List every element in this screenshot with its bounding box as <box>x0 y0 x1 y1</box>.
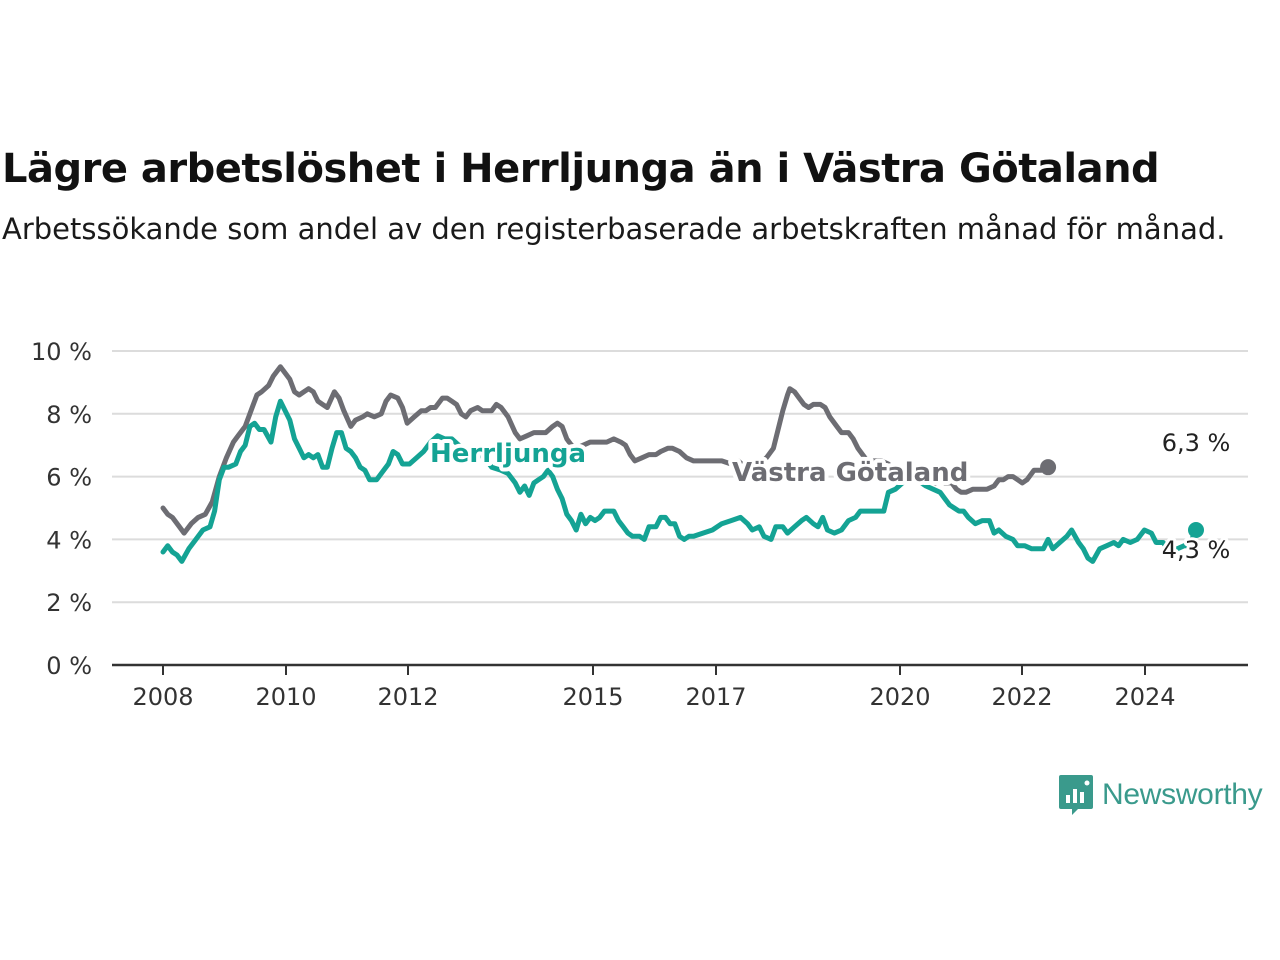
x-tick-label: 2022 <box>991 683 1052 711</box>
chart-subtitle: Arbetssökande som andel av den registerb… <box>2 212 1226 246</box>
chart-title: Lägre arbetslöshet i Herrljunga än i Väs… <box>2 146 1160 192</box>
y-tick-label: 8 % <box>46 401 92 429</box>
x-axis: 2008 2010 2012 2015 2017 2020 2022 2024 <box>112 663 1248 711</box>
series-name-label: Västra Götaland <box>732 458 968 488</box>
series-name-label: Herrljunga <box>430 439 586 469</box>
series-label-halo: Herrljunga <box>430 439 586 469</box>
newsworthy-icon <box>1059 775 1093 815</box>
x-tick-label: 2012 <box>377 683 438 711</box>
y-tick-label: 2 % <box>46 589 92 617</box>
series-lines <box>160 364 1204 564</box>
x-tick-label: 2015 <box>562 683 623 711</box>
brand-name: Newsworthy <box>1102 778 1263 811</box>
series-line <box>160 364 1051 536</box>
end-label-halo: 4,3 % <box>1162 536 1231 564</box>
x-tick-label: 2017 <box>685 683 746 711</box>
line-chart: 0 % 2 % 4 % 6 % 8 % 10 % 2008 2010 2012 2015 2017… <box>31 338 1248 711</box>
x-tick-label: 2024 <box>1114 683 1175 711</box>
y-tick-label: 6 % <box>46 464 92 492</box>
y-tick-label: 10 % <box>31 338 92 366</box>
y-tick-label: 0 % <box>46 652 92 680</box>
end-value-label: 6,3 % <box>1162 429 1231 457</box>
series-end-point <box>1188 521 1204 538</box>
y-tick-label: 4 % <box>46 526 92 554</box>
series-line <box>160 398 1199 564</box>
y-axis-ticks: 0 % 2 % 4 % 6 % 8 % 10 % <box>31 338 92 680</box>
end-value-label: 4,3 % <box>1162 536 1231 564</box>
series-end-point <box>1040 459 1057 476</box>
gridlines <box>112 350 1248 604</box>
series-label-halo: Västra Götaland <box>732 458 968 488</box>
x-tick-label: 2010 <box>255 683 316 711</box>
end-label-halo: 6,3 % <box>1162 429 1231 457</box>
x-tick-label: 2020 <box>869 683 930 711</box>
newsworthy-logo: Newsworthy <box>1058 773 1263 817</box>
x-tick-label: 2008 <box>132 683 193 711</box>
